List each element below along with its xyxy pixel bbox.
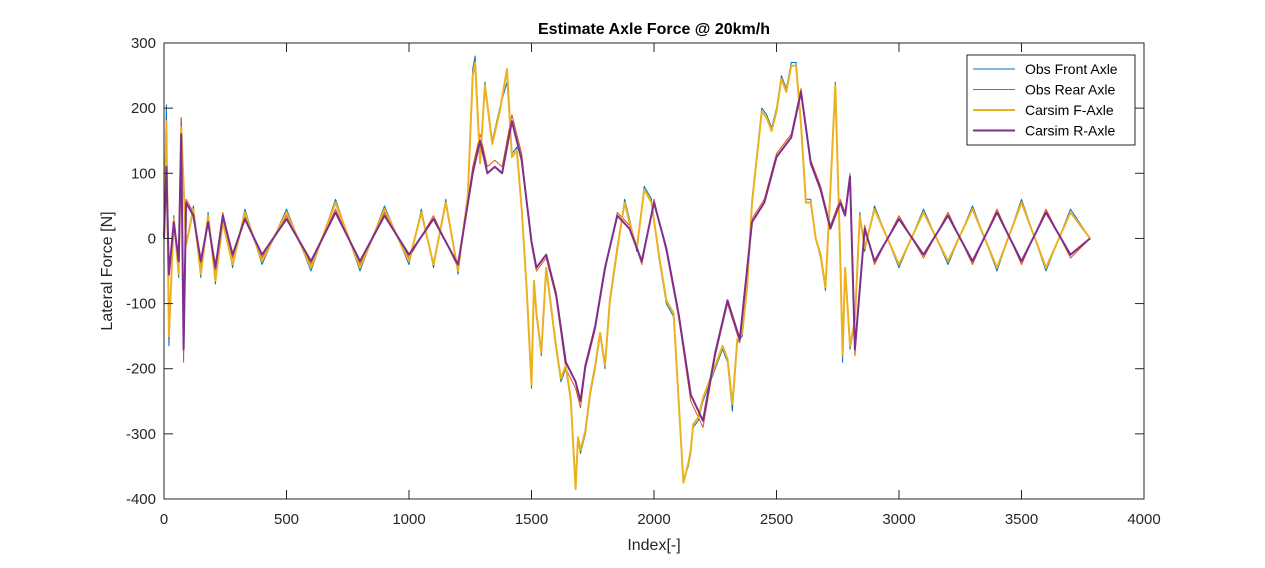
series-line-4 — [163, 90, 1091, 422]
x-tick-label: 2500 — [760, 511, 793, 528]
chart-title: Estimate Axle Force @ 20km/h — [538, 21, 770, 38]
series-line-3 — [163, 61, 1091, 491]
x-tick-label: 0 — [160, 511, 168, 528]
legend-label-2: Obs Rear Axle — [1025, 82, 1115, 98]
series-line-1 — [163, 55, 1091, 480]
x-axis-title: Index[-] — [627, 537, 680, 554]
legend: Obs Front Axle Obs Rear Axle Carsim F-Axle… — [966, 54, 1136, 146]
x-tick-label: 1000 — [392, 511, 425, 528]
x-tick-label: 500 — [274, 511, 299, 528]
legend-label-1: Obs Front Axle — [1025, 61, 1118, 77]
y-axis-title: Lateral Force [N] — [99, 211, 116, 330]
y-tick-label: 200 — [131, 100, 156, 117]
y-tick-label: -200 — [126, 361, 156, 378]
y-tick-label: -100 — [126, 296, 156, 313]
y-tick-label: -400 — [126, 491, 156, 508]
x-tick-label: 2000 — [637, 511, 670, 528]
legend-label-3: Carsim F-Axle — [1025, 102, 1114, 118]
x-tick-label: 4000 — [1127, 511, 1160, 528]
y-tick-label: 0 — [148, 230, 156, 247]
x-tick-label: 1500 — [515, 511, 548, 528]
y-axis-ticks: 300 200 100 0 -100 -200 -300 -400 — [126, 35, 1144, 508]
x-tick-label: 3500 — [1005, 511, 1038, 528]
legend-label-4: Carsim R-Axle — [1025, 123, 1115, 139]
x-tick-label: 3000 — [882, 511, 915, 528]
y-tick-label: 100 — [131, 165, 156, 182]
y-tick-label: 300 — [131, 35, 156, 52]
series-layer — [163, 55, 1091, 491]
x-axis-ticks: 0 500 1000 1500 2000 2500 3000 3500 4000 — [160, 43, 1161, 528]
y-tick-label: -300 — [126, 426, 156, 443]
